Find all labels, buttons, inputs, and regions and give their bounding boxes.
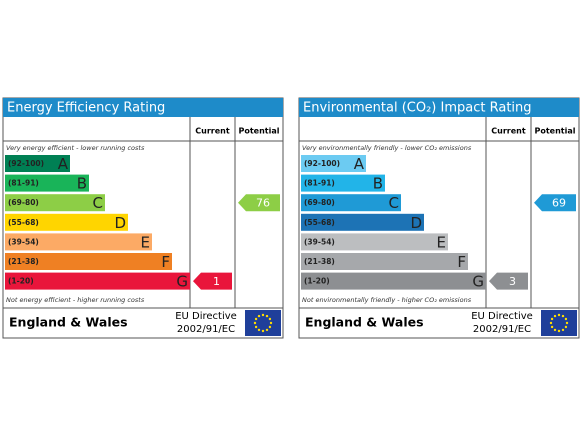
top-note: Very environmentally friendly - lower CO… xyxy=(302,144,472,152)
band-range: (39-54) xyxy=(304,237,335,246)
top-note: Very energy efficient - lower running co… xyxy=(6,144,145,152)
bottom-note: Not energy efficient - higher running co… xyxy=(6,296,145,304)
flag-star xyxy=(550,325,554,329)
band-letter: B xyxy=(373,175,383,193)
band-bar xyxy=(5,174,89,192)
directive: EU Directive xyxy=(471,311,533,322)
column-header: Potential xyxy=(534,127,575,136)
band-bar xyxy=(301,155,366,172)
column-header: Potential xyxy=(238,127,279,136)
flag-star xyxy=(261,313,265,317)
band-letter: B xyxy=(77,175,87,193)
directive: EU Directive xyxy=(175,311,237,322)
band-range: (92-100) xyxy=(304,159,340,168)
band-bar xyxy=(301,233,448,251)
rating-value: 3 xyxy=(509,275,516,288)
band-letter: G xyxy=(176,273,188,291)
band-letter: G xyxy=(472,273,484,291)
band-range: (81-91) xyxy=(8,179,39,188)
band-range: (55-68) xyxy=(304,218,335,227)
bottom-note: Not environmentally friendly - higher CO… xyxy=(302,296,472,304)
band-letter: A xyxy=(354,155,365,173)
column-header: Current xyxy=(491,127,526,136)
band-range: (21-38) xyxy=(8,257,39,266)
directive: 2002/91/EC xyxy=(177,324,235,335)
band-bar xyxy=(5,253,172,270)
band-letter: F xyxy=(457,253,466,271)
band-bar xyxy=(5,155,70,172)
directive: 2002/91/EC xyxy=(473,324,531,335)
band-letter: A xyxy=(58,155,69,173)
band-bar xyxy=(301,194,401,212)
title-bar xyxy=(299,98,579,117)
rating-arrow xyxy=(193,272,232,290)
band-letter: C xyxy=(389,194,399,212)
rating-value: 1 xyxy=(213,275,220,288)
band-bar xyxy=(5,272,190,290)
flag-star xyxy=(261,329,265,333)
flag-star xyxy=(268,325,272,329)
flag-star xyxy=(269,321,273,325)
flag-star xyxy=(254,317,258,321)
band-bar xyxy=(301,213,424,231)
band-bar xyxy=(301,253,468,270)
band-letter: E xyxy=(141,233,150,251)
flag-star xyxy=(268,317,272,321)
flag-star xyxy=(557,313,561,317)
flag-star xyxy=(553,328,557,332)
band-bar xyxy=(5,213,128,231)
band-bar xyxy=(301,174,385,192)
panel-title: Energy Efficiency Rating xyxy=(7,101,165,116)
band-range: (1-20) xyxy=(8,277,34,286)
band-range: (69-80) xyxy=(8,198,39,207)
flag-star xyxy=(265,314,269,318)
title-bar xyxy=(3,98,283,117)
flag-star xyxy=(257,314,261,318)
band-range: (69-80) xyxy=(304,198,335,207)
band-bar xyxy=(5,233,152,251)
band-range: (92-100) xyxy=(8,159,44,168)
band-range: (21-38) xyxy=(304,257,335,266)
band-letter: D xyxy=(410,214,422,232)
region: England & Wales xyxy=(305,315,424,330)
flag-star xyxy=(564,325,568,329)
flag-star xyxy=(257,328,261,332)
flag-star xyxy=(561,314,565,318)
rating-arrow xyxy=(534,194,576,212)
flag-star xyxy=(564,317,568,321)
flag-star xyxy=(550,317,554,321)
flag-star xyxy=(565,321,569,325)
flag-star xyxy=(557,329,561,333)
rating-arrow xyxy=(489,272,528,290)
band-range: (1-20) xyxy=(304,277,330,286)
rating-panel: Energy Efficiency Rating Current Potential… xyxy=(2,97,284,339)
band-bar xyxy=(5,194,105,212)
rating-value: 76 xyxy=(256,197,270,210)
flag-star xyxy=(254,325,258,329)
band-range: (55-68) xyxy=(8,218,39,227)
flag-star xyxy=(253,321,257,325)
column-header: Current xyxy=(195,127,230,136)
band-letter: C xyxy=(93,194,103,212)
band-bar xyxy=(301,272,486,290)
flag-star xyxy=(549,321,553,325)
band-letter: E xyxy=(437,233,446,251)
flag-star xyxy=(561,328,565,332)
band-letter: F xyxy=(161,253,170,271)
band-range: (39-54) xyxy=(8,237,39,246)
region: England & Wales xyxy=(9,315,128,330)
rating-arrow xyxy=(238,194,280,212)
band-range: (81-91) xyxy=(304,179,335,188)
rating-panel: Environmental (CO₂) Impact Rating Current… xyxy=(298,97,580,339)
flag-star xyxy=(553,314,557,318)
panel-title: Environmental (CO₂) Impact Rating xyxy=(303,101,532,116)
band-letter: D xyxy=(114,214,126,232)
flag-star xyxy=(265,328,269,332)
rating-value: 69 xyxy=(552,197,566,210)
